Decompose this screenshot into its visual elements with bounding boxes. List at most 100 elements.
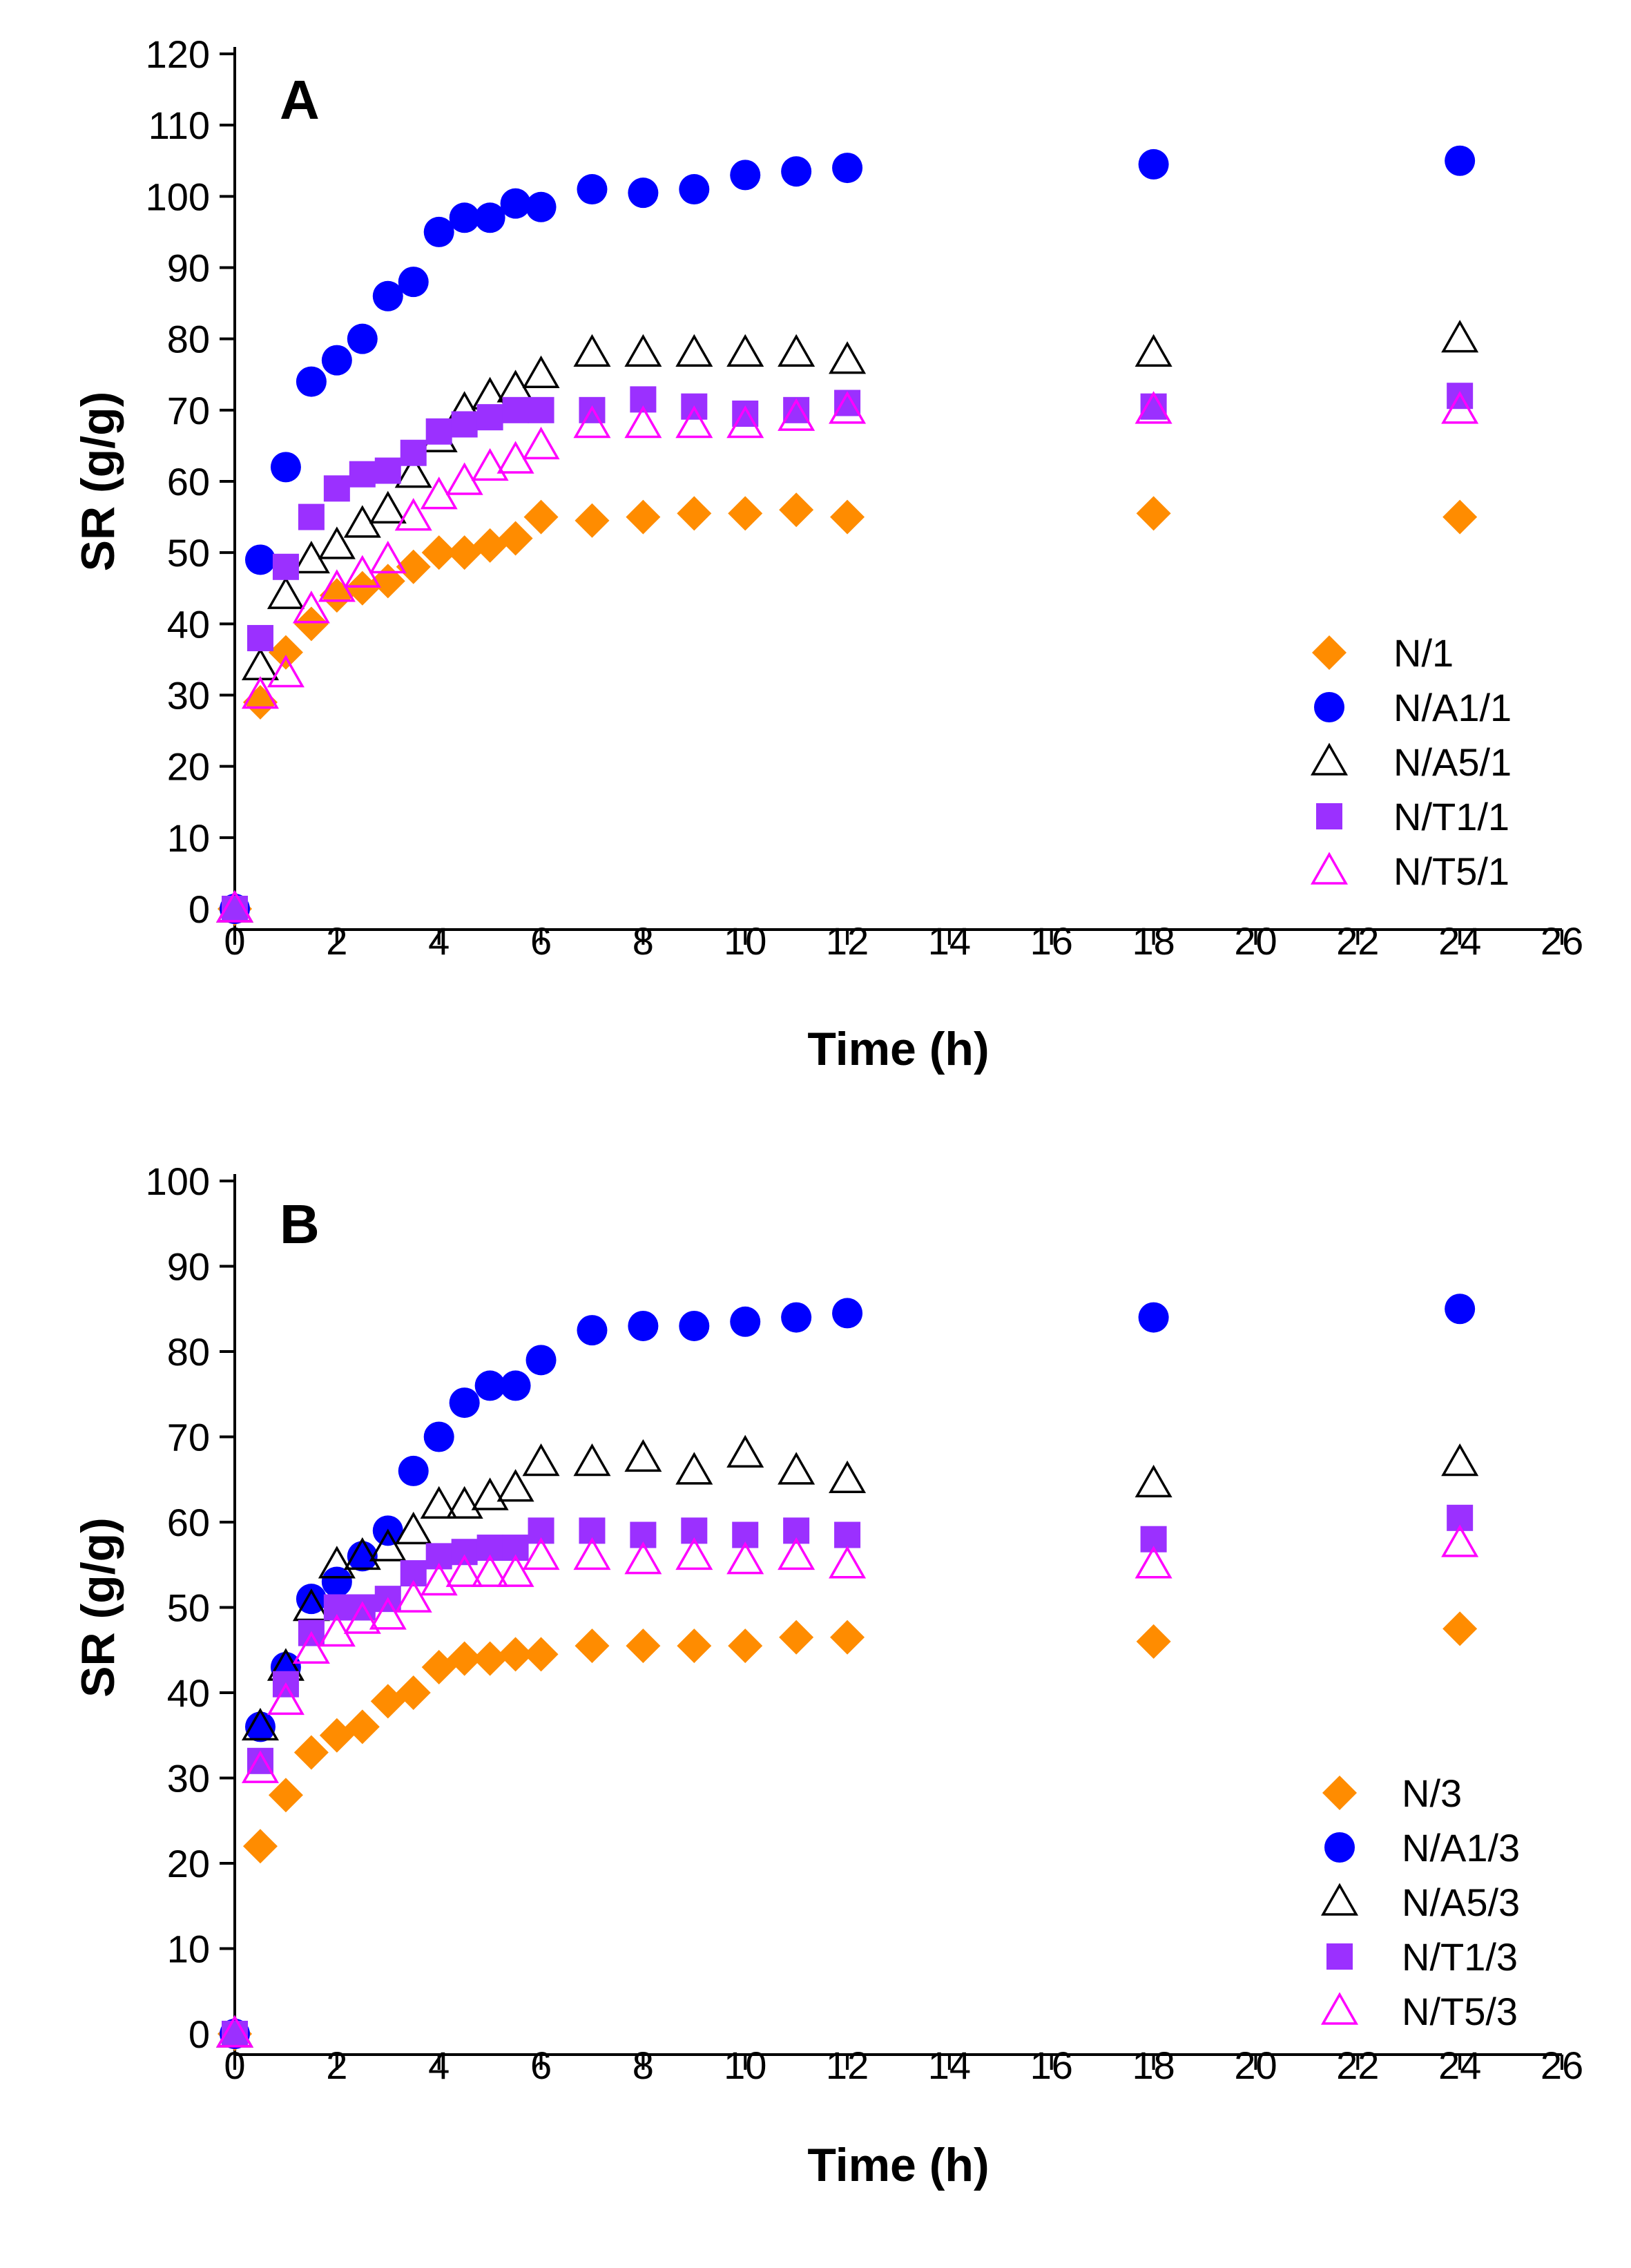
x-tick-label: 18 [1132, 2044, 1175, 2087]
y-axis-title: SR (g/g) [72, 1517, 124, 1698]
data-point-b-n-a1-3-1 [244, 1711, 276, 1742]
data-point-b-n-3-12 [523, 1637, 559, 1672]
x-tick-label: 8 [633, 2044, 654, 2087]
data-point-a-legend-n-1-legend [1312, 635, 1347, 670]
data-point-a-n-t1-1-1 [247, 624, 273, 651]
data-point-a-n-a1-1-16 [730, 160, 761, 191]
data-point-a-n-a1-1-11 [500, 188, 531, 219]
data-point-a-n-t1-1-4 [323, 475, 350, 502]
data-point-a-n-a5-1-15 [675, 334, 713, 367]
x-tick-label: 14 [928, 2044, 971, 2087]
y-tick-label: 120 [146, 32, 210, 76]
x-tick-label: 14 [928, 919, 971, 963]
legend-label: N/T1/3 [1402, 1935, 1518, 1979]
data-point-b-n-3-16 [728, 1628, 763, 1664]
data-point-b-n-t5-3-10 [471, 1554, 509, 1587]
data-point-a-n-t1-1-9 [451, 411, 478, 438]
data-point-b-n-t5-3-3 [292, 1631, 330, 1664]
x-tick-label: 22 [1336, 919, 1379, 963]
data-point-b-n-t5-3-0 [215, 2015, 254, 2048]
data-point-a-n-a1-1-4 [321, 345, 352, 376]
data-point-b-legend-n-t1-3-legend [1326, 1943, 1353, 1970]
y-tick-label: 60 [167, 460, 210, 503]
data-point-b-n-a5-3-3 [292, 1588, 330, 1622]
data-point-a-n-a5-1-13 [573, 334, 611, 367]
data-point-a-n-a1-1-10 [474, 202, 505, 233]
legend-label: N/A5/3 [1402, 1881, 1520, 1924]
x-tick-label: 2 [326, 919, 347, 963]
x-tick-label: 6 [530, 919, 552, 963]
data-point-a-n-a1-1-1 [244, 544, 276, 575]
data-point-a-n-a1-1-15 [679, 174, 710, 205]
data-point-b-n-a1-3-8 [423, 1421, 454, 1452]
data-point-b-n-3-2 [268, 1778, 303, 1813]
data-point-b-n-3-20 [1442, 1611, 1478, 1646]
data-point-a-n-t1-1-11 [502, 396, 529, 423]
data-point-a-n-1-19 [1136, 496, 1171, 531]
data-point-b-n-a5-3-17 [778, 1452, 816, 1485]
data-point-a-legend-n-a1-1-legend [1314, 692, 1344, 722]
data-point-b-n-a1-3-16 [730, 1306, 761, 1337]
data-point-b-n-a5-3-7 [394, 1511, 432, 1545]
data-point-b-n-a1-3-18 [832, 1298, 863, 1329]
y-tick-label: 0 [189, 2012, 210, 2056]
y-tick-label: 90 [167, 1245, 210, 1289]
data-point-b-n-a5-3-9 [445, 1486, 483, 1519]
data-point-b-n-t5-3-20 [1441, 1524, 1479, 1557]
x-tick-label: 26 [1541, 919, 1583, 963]
y-tick-label: 0 [189, 887, 210, 931]
y-tick-label: 30 [167, 674, 210, 718]
y-tick-label: 70 [167, 1416, 210, 1459]
data-point-b-n-t5-3-8 [420, 1562, 458, 1596]
panel-letter: A [280, 69, 320, 131]
data-point-a-n-a5-1-17 [778, 334, 816, 367]
data-point-b-n-a5-3-16 [726, 1434, 764, 1468]
data-point-a-n-a1-1-7 [398, 267, 429, 298]
series-n-3 [218, 1611, 1478, 2051]
data-point-a-n-1-20 [1442, 499, 1478, 535]
data-point-a-n-t1-1-6 [374, 457, 401, 484]
data-point-a-n-t5-1-6 [369, 540, 407, 574]
data-point-a-n-t1-1-10 [476, 404, 503, 431]
data-point-a-n-a1-1-8 [423, 216, 454, 247]
data-point-b-n-t5-3-7 [394, 1579, 432, 1613]
legend: N/3 N/A1/3 N/A5/3 N/T1/3 N/T5/3 [1320, 1771, 1520, 2033]
data-point-b-n-t5-3-1 [241, 1750, 279, 1783]
y-tick-label: 70 [167, 389, 210, 432]
y-tick-label: 100 [146, 1160, 210, 1203]
y-tick-label: 60 [167, 1501, 210, 1544]
data-point-b-n-3-15 [677, 1628, 712, 1664]
data-point-a-n-a5-1-6 [369, 490, 407, 524]
data-point-b-n-a1-3-4 [321, 1566, 352, 1597]
data-point-a-n-1-16 [728, 496, 763, 531]
data-point-b-n-t5-3-12 [522, 1537, 560, 1570]
data-point-b-n-a5-3-1 [241, 1707, 279, 1741]
data-point-a-n-1-13 [575, 503, 610, 538]
data-point-a-n-1-8 [421, 535, 456, 570]
x-tick-label: 26 [1541, 2044, 1583, 2087]
data-point-b-n-3-9 [447, 1641, 482, 1676]
data-point-a-n-a5-1-14 [624, 334, 662, 367]
y-tick-label: 40 [167, 602, 210, 646]
data-point-a-n-t5-1-20 [1441, 391, 1479, 424]
y-tick-label: 100 [146, 175, 210, 218]
data-point-a-n-t5-1-15 [675, 405, 713, 439]
data-point-b-n-t5-3-16 [726, 1541, 764, 1575]
data-point-a-legend-n-t5-1-legend [1310, 852, 1349, 885]
data-point-a-n-t5-1-1 [241, 675, 279, 709]
x-tick-label: 24 [1438, 2044, 1481, 2087]
data-point-a-n-a1-1-14 [628, 177, 659, 209]
data-point-a-n-1-14 [626, 499, 661, 535]
series-n-t5-3 [215, 1524, 1479, 2048]
legend-label: N/T1/1 [1393, 795, 1509, 838]
y-tick-label: 50 [167, 531, 210, 575]
y-tick-label: 80 [167, 318, 210, 361]
data-point-a-n-a5-1-18 [829, 341, 867, 374]
data-point-a-n-a5-1-12 [522, 355, 560, 388]
legend-label: N/3 [1402, 1771, 1462, 1815]
data-point-b-n-t5-3-18 [829, 1546, 867, 1579]
legend: N/1 N/A1/1 N/A5/1 N/T1/1 N/T5/1 [1310, 631, 1512, 893]
x-tick-label: 10 [724, 2044, 766, 2087]
data-point-b-n-a5-3-15 [675, 1452, 713, 1485]
